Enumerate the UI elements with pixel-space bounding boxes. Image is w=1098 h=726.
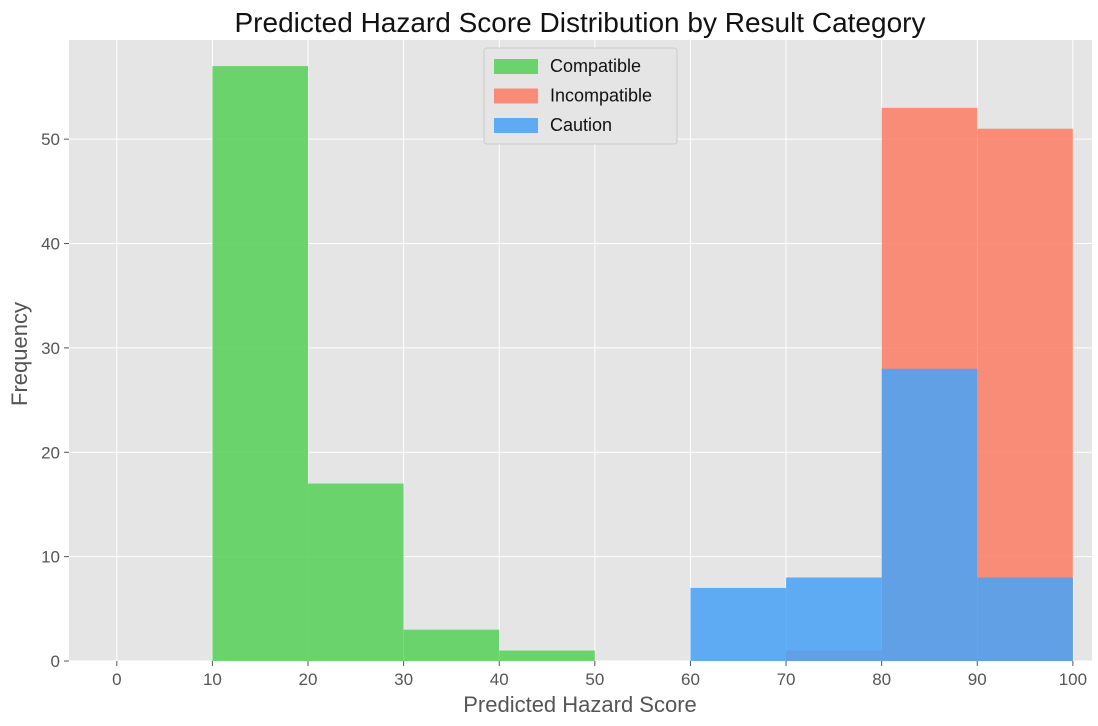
chart-title: Predicted Hazard Score Distribution by R… bbox=[235, 7, 926, 38]
x-tick-label: 60 bbox=[681, 670, 700, 689]
x-tick-label: 20 bbox=[299, 670, 318, 689]
bar-caution bbox=[881, 368, 978, 661]
bar-compatible bbox=[308, 483, 404, 661]
y-tick-label: 40 bbox=[41, 235, 60, 254]
y-axis-label: Frequency bbox=[7, 302, 32, 406]
x-tick-label: 30 bbox=[394, 670, 413, 689]
y-tick-label: 20 bbox=[41, 443, 60, 462]
bar-compatible bbox=[403, 629, 500, 661]
x-tick-label: 10 bbox=[203, 670, 222, 689]
x-tick-label: 0 bbox=[112, 670, 121, 689]
x-tick-label: 50 bbox=[585, 670, 604, 689]
y-tick-label: 30 bbox=[41, 339, 60, 358]
legend-swatch bbox=[494, 59, 538, 74]
legend-label: Incompatible bbox=[550, 86, 652, 106]
legend-label: Compatible bbox=[550, 56, 641, 76]
bar-compatible bbox=[212, 66, 309, 662]
x-tick-label: 100 bbox=[1059, 670, 1087, 689]
x-tick-label: 70 bbox=[777, 670, 796, 689]
legend-swatch bbox=[494, 88, 538, 104]
x-tick-label: 80 bbox=[872, 670, 891, 689]
series-caution bbox=[690, 368, 1073, 661]
series-compatible bbox=[212, 66, 595, 662]
bar-incompatible bbox=[977, 128, 1073, 661]
x-tick-label: 90 bbox=[968, 670, 987, 689]
axis-ticks: 0 10 20 30 40 50 60 70 80 90 100 0 10 20 30 40 50 bbox=[41, 130, 1087, 689]
bar-compatible bbox=[499, 650, 595, 661]
legend-label: Caution bbox=[550, 115, 612, 135]
bar-caution bbox=[786, 577, 882, 661]
y-tick-label: 50 bbox=[41, 130, 60, 149]
y-tick-label: 10 bbox=[41, 548, 60, 567]
histogram-bars bbox=[212, 66, 1073, 662]
y-tick-label: 0 bbox=[51, 652, 60, 671]
x-axis-label: Predicted Hazard Score bbox=[463, 692, 697, 717]
bar-caution bbox=[977, 577, 1073, 661]
legend: Compatible Incompatible Caution bbox=[483, 47, 678, 145]
legend-swatch bbox=[494, 118, 538, 133]
bar-caution bbox=[690, 587, 787, 661]
x-tick-label: 40 bbox=[490, 670, 509, 689]
